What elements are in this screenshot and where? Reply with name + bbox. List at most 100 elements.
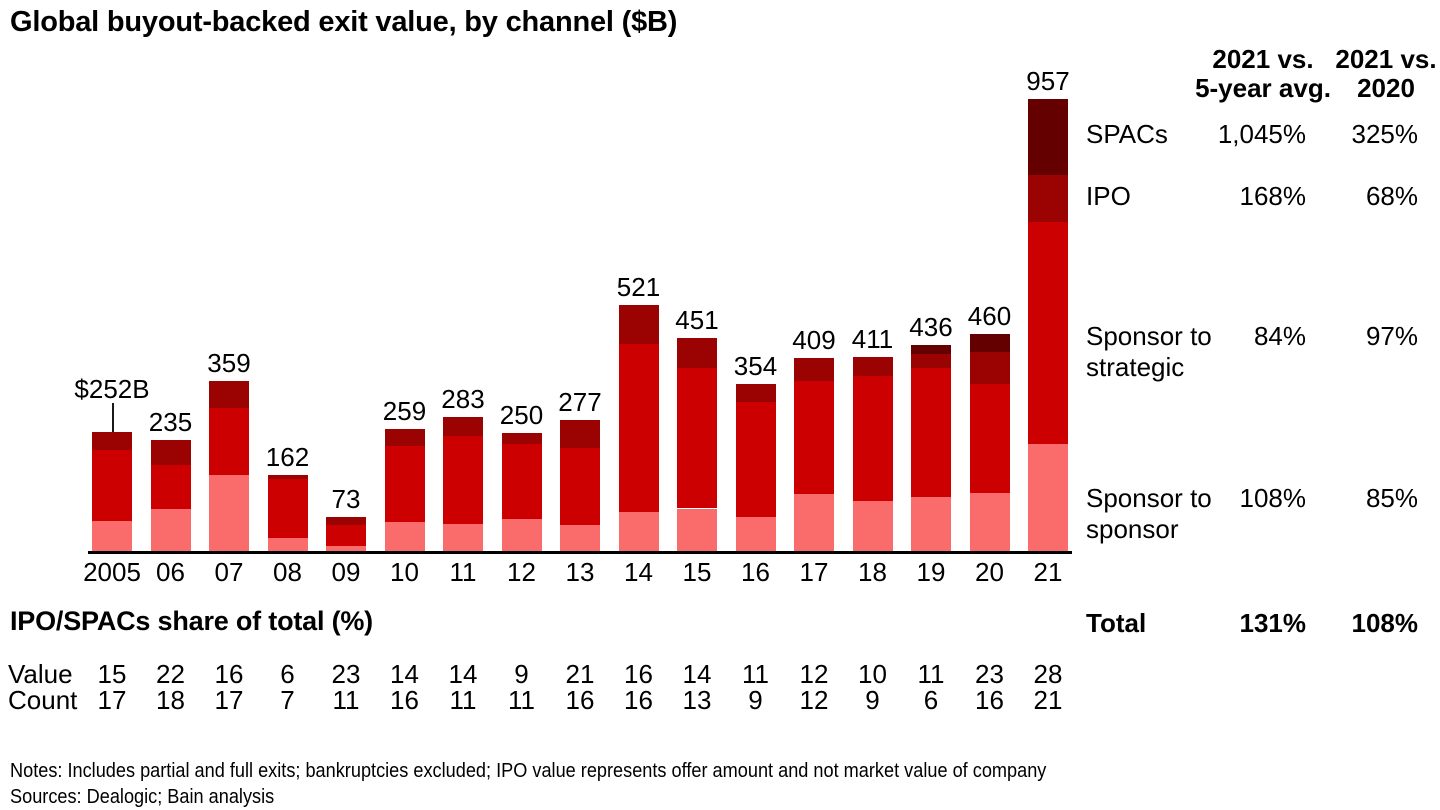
bar-segment-ipo-17 <box>794 357 834 381</box>
bar-segment-ipo-11 <box>443 417 483 437</box>
bar-segment-sponsor-to-strategic-12 <box>501 443 542 519</box>
share-value-21: 28 <box>1033 659 1063 689</box>
comparison-col1-header: 2021 vs. 5-year avg. <box>1192 45 1334 103</box>
bar-segment-sponsor-to-strategic-14 <box>618 344 659 513</box>
comparison-col2-header: 2021 vs. 2020 <box>1332 45 1440 103</box>
bar-segment-sponsor-to-strategic-20 <box>969 383 1010 493</box>
share-value-06: 22 <box>156 659 185 689</box>
share-value-08: 6 <box>280 659 295 689</box>
bar-segment-ipo-06 <box>150 440 191 465</box>
bar-total-label-14: 521 <box>616 271 661 302</box>
bar-segment-ipo-19 <box>911 353 951 368</box>
bar-segment-ipo-14 <box>618 304 659 345</box>
bar-segment-sponsor-to-strategic-19 <box>911 367 951 498</box>
x-axis-label-09: 09 <box>331 557 361 587</box>
share-count-06: 18 <box>156 685 185 715</box>
bar-segment-ipo-12 <box>501 432 542 444</box>
share-count-2005: 17 <box>97 685 127 715</box>
share-value-20: 23 <box>975 659 1004 689</box>
bar-segment-sponsor-to-strategic-11 <box>443 436 483 525</box>
comparison-sponsor-to-strategic-row-label: Sponsor to strategic <box>1086 321 1212 382</box>
bar-segment-ipo-09 <box>326 516 366 525</box>
bar-segment-sponsor-to-sponsor-17 <box>794 493 834 551</box>
bar-total-label-09: 73 <box>331 483 361 514</box>
bar-total-label-07: 359 <box>207 348 251 379</box>
share-value-19: 11 <box>917 659 945 689</box>
share-count-08: 7 <box>280 685 295 715</box>
share-count-19: 6 <box>923 685 939 715</box>
share-table-heading: IPO/SPACs share of total (%) <box>10 606 373 636</box>
x-axis-label-11: 11 <box>449 557 477 587</box>
share-value-17: 12 <box>799 659 829 689</box>
comparison-sponsor-to-sponsor-row-label: Sponsor to sponsor <box>1086 483 1212 544</box>
bar-segment-sponsor-to-sponsor-14 <box>618 512 659 551</box>
x-axis-label-08: 08 <box>273 557 302 587</box>
bar-segment-ipo-18 <box>852 356 893 377</box>
share-value-12: 9 <box>514 659 529 689</box>
bar-segment-sponsor-to-strategic-13 <box>560 447 600 525</box>
notes-line: Notes: Includes partial and full exits; … <box>10 759 1047 782</box>
share-value-14: 16 <box>624 659 653 689</box>
share-value-13: 21 <box>565 659 595 689</box>
share-count-16: 9 <box>748 685 763 715</box>
bar-segment-sponsor-to-strategic-17 <box>794 381 834 494</box>
bar-total-label-19: 436 <box>909 312 953 343</box>
comparison-col2-header-line2: 2020 <box>1357 73 1415 103</box>
share-count-18: 9 <box>865 685 880 715</box>
bar-segment-sponsor-to-strategic-18 <box>852 376 893 502</box>
bar-total-label-2005: $252B <box>74 374 150 404</box>
x-axis-label-10: 10 <box>390 557 419 587</box>
bar-segment-sponsor-to-strategic-2005 <box>92 449 132 521</box>
bar-segment-sponsor-to-sponsor-11 <box>443 524 483 551</box>
chart-title: Global buyout-backed exit value, by chan… <box>10 6 678 38</box>
bar-total-label-10: 259 <box>382 395 427 426</box>
share-value-07: 16 <box>214 659 244 689</box>
bar-segment-spacs-21 <box>1028 99 1068 175</box>
share-count-11: 11 <box>449 685 477 715</box>
bar-segment-ipo-21 <box>1028 174 1068 222</box>
x-axis-label-15: 15 <box>682 557 712 587</box>
comparison-ipo-row-label: IPO <box>1086 181 1131 211</box>
bar-segment-sponsor-to-sponsor-12 <box>501 518 542 551</box>
x-axis-label-17: 17 <box>799 557 829 587</box>
bar-total-label-15: 451 <box>675 305 719 336</box>
comparison-col1-header-line2: 5-year avg. <box>1195 73 1331 103</box>
bar-segment-sponsor-to-sponsor-18 <box>852 501 893 551</box>
bar-segment-sponsor-to-sponsor-21 <box>1028 443 1068 551</box>
bar-segment-sponsor-to-sponsor-19 <box>911 497 951 551</box>
bar-total-label-18: 411 <box>851 323 894 354</box>
bar-segment-sponsor-to-sponsor-08 <box>267 538 308 551</box>
bar-segment-sponsor-to-strategic-08 <box>267 479 308 539</box>
x-axis-label-18: 18 <box>858 557 887 587</box>
comparison-col1-header-line1: 2021 vs. <box>1212 44 1314 74</box>
share-value-16: 11 <box>742 659 769 689</box>
share-count-13: 16 <box>565 685 595 715</box>
bar-segment-sponsor-to-sponsor-09 <box>326 546 366 551</box>
share-value-09: 23 <box>331 659 361 689</box>
bar-segment-sponsor-to-sponsor-20 <box>969 492 1010 551</box>
bar-segment-ipo-07 <box>209 381 249 409</box>
x-axis-label-21: 21 <box>1033 557 1063 587</box>
bar-total-label-11: 283 <box>441 384 485 415</box>
comparison-spacs-value-vs-5yr: 1,045% <box>1217 119 1306 149</box>
bar-segment-sponsor-to-strategic-07 <box>209 408 249 475</box>
comparison-sponsor-to-sponsor-value-vs-5yr: 108% <box>1239 483 1307 513</box>
bar-segment-sponsor-to-strategic-21 <box>1028 221 1068 444</box>
x-axis-label-19: 19 <box>916 557 946 587</box>
share-count-21: 21 <box>1033 685 1063 715</box>
comparison-ipo-value-vs-5yr: 168% <box>1239 181 1307 211</box>
bar-segment-sponsor-to-strategic-16 <box>735 402 776 517</box>
share-row-label-count: Count <box>8 685 78 715</box>
bar-segment-sponsor-to-sponsor-2005 <box>92 520 132 551</box>
bar-segment-sponsor-to-strategic-15 <box>677 367 717 509</box>
bar-total-label-21: 957 <box>1026 66 1070 97</box>
callout-leader-line <box>112 403 114 432</box>
share-value-10: 14 <box>390 659 419 689</box>
comparison-spacs-value-vs-2020: 325% <box>1351 119 1419 149</box>
x-axis-label-14: 14 <box>624 557 653 587</box>
bar-segment-ipo-20 <box>969 351 1010 384</box>
comparison-sponsor-to-strategic-value-vs-5yr: 84% <box>1253 321 1306 351</box>
comparison-total-value-vs-2020: 108% <box>1351 608 1419 638</box>
bar-total-label-20: 460 <box>967 300 1012 331</box>
